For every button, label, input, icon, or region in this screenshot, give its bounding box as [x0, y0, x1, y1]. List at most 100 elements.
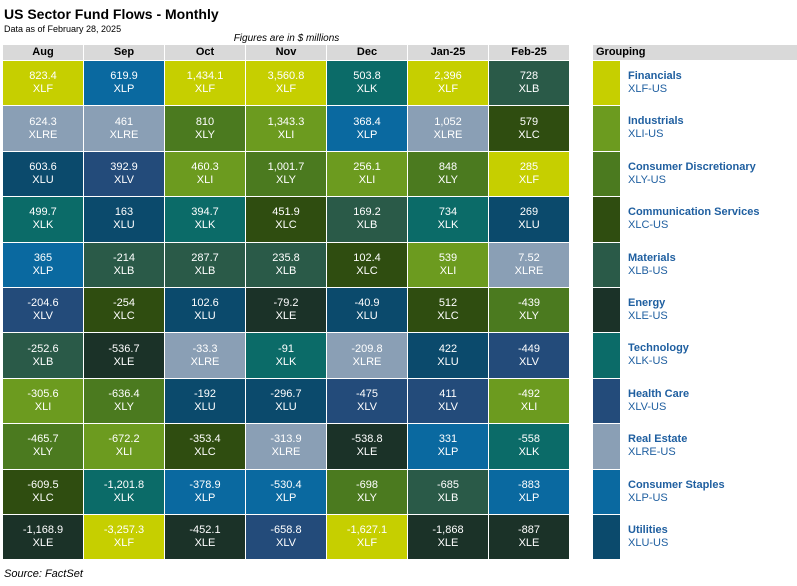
cell-value: -609.5 [27, 478, 59, 491]
cell-value: -658.8 [270, 524, 302, 537]
cell: -1,201.8 XLK [84, 469, 164, 514]
group-swatch [593, 197, 620, 242]
cell-value: -1,868 [432, 524, 464, 537]
group-ticker: XLF-US [628, 83, 668, 95]
cell: -91 XLK [246, 333, 326, 378]
cell: 365 XLP [3, 242, 83, 287]
cell-value: -296.7 [270, 387, 302, 400]
cell: -40.9 XLU [327, 288, 407, 333]
cell-ticker: XLV [357, 400, 377, 413]
cell-ticker: XLE [32, 537, 54, 550]
cell-value: 269 [519, 206, 539, 219]
cell-ticker: XLF [113, 537, 135, 550]
cell-ticker: XLP [437, 446, 459, 459]
group-swatch [593, 469, 620, 514]
cell-ticker: XLP [32, 264, 54, 277]
cell-ticker: XLY [519, 310, 539, 323]
cell: 7.52 XLRE [489, 242, 569, 287]
cell-ticker: XLB [113, 264, 135, 277]
cell-value: 102.6 [191, 297, 219, 310]
cell: 235.8 XLB [246, 242, 326, 287]
cell: 411 XLV [408, 378, 488, 424]
cell-value: -305.6 [27, 387, 59, 400]
cell-value: 422 [438, 342, 458, 355]
cell-value: 503.8 [353, 70, 381, 83]
cell-value: -530.4 [270, 478, 302, 491]
cell-ticker: XLU [113, 219, 135, 232]
cell: 163 XLU [84, 197, 164, 242]
group-name: Utilities [628, 524, 668, 536]
group-swatch [593, 515, 620, 560]
cell-value: -558 [517, 433, 541, 446]
group-swatch [593, 378, 620, 424]
cell-value: 365 [33, 251, 53, 264]
cell: -658.8 XLV [246, 515, 326, 560]
cell: 256.1 XLI [327, 151, 407, 197]
column-header: Nov [246, 45, 326, 60]
cell: -449 XLV [489, 333, 569, 378]
cell: 579 XLC [489, 106, 569, 151]
group-swatch [593, 424, 620, 469]
cell: 3,560.8 XLF [246, 61, 326, 106]
cell-value: 1,001.7 [267, 160, 305, 173]
cell-value: 499.7 [29, 206, 57, 219]
cell: -209.8 XLRE [327, 333, 407, 378]
cell-value: 287.7 [191, 251, 219, 264]
cell: 102.4 XLC [327, 242, 407, 287]
cell-ticker: XLE [113, 355, 135, 368]
cell-ticker: XLB [356, 219, 378, 232]
cell-value: -378.9 [189, 478, 221, 491]
cell: -465.7 XLY [3, 424, 83, 469]
cell: 460.3 XLI [165, 151, 245, 197]
cell: -685 XLB [408, 469, 488, 514]
group-name: Materials [628, 251, 676, 264]
cell-ticker: XLU [518, 219, 540, 232]
cell: -296.7 XLU [246, 378, 326, 424]
cell: 285 XLF [489, 151, 569, 197]
cell: -609.5 XLC [3, 469, 83, 514]
cell-value: 394.7 [191, 206, 219, 219]
cell: -492 XLI [489, 378, 569, 424]
cell-value: 539 [438, 251, 458, 264]
cell-value: 2,396 [434, 70, 462, 83]
cell-value: 728 [519, 70, 539, 83]
cell-ticker: XLRE [271, 446, 301, 459]
cell-value: 624.3 [29, 115, 57, 128]
cell-value: -254 [112, 297, 136, 310]
cell: -313.9 XLRE [246, 424, 326, 469]
cell-value: 7.52 [518, 251, 540, 264]
cell: -698 XLY [327, 469, 407, 514]
cell-ticker: XLY [195, 128, 215, 141]
cell: -3,257.3 XLF [84, 515, 164, 560]
group-ticker: XLV-US [628, 400, 667, 413]
cell-ticker: XLC [194, 446, 216, 459]
cell-value: 1,343.3 [267, 115, 305, 128]
cell-ticker: XLRE [28, 128, 58, 141]
cell-value: -449 [517, 342, 541, 355]
cell-ticker: XLP [275, 491, 297, 504]
cell-value: -204.6 [27, 297, 59, 310]
cell-value: -883 [517, 478, 541, 491]
cell: 269 XLU [489, 197, 569, 242]
cell-value: -33.3 [192, 342, 218, 355]
cell-value: -252.6 [27, 342, 59, 355]
group-swatch [593, 106, 620, 151]
units-note: Figures are in $ millions [233, 33, 340, 44]
cell: 512 XLC [408, 288, 488, 333]
cell: -538.8 XLE [327, 424, 407, 469]
cell-value: -214 [112, 251, 136, 264]
cell: -536.7 XLE [84, 333, 164, 378]
cell-ticker: XLP [356, 128, 378, 141]
cell: 810 XLY [165, 106, 245, 151]
cell: -1,168.9 XLE [3, 515, 83, 560]
cell-ticker: XLY [114, 400, 134, 413]
cell-value: 461 [114, 115, 134, 128]
cell-ticker: XLU [194, 310, 216, 323]
cell-value: -1,168.9 [22, 524, 64, 537]
cell-ticker: XLV [519, 355, 539, 368]
cell: 823.4 XLF [3, 61, 83, 106]
cell-ticker: XLP [518, 491, 540, 504]
cell: -636.4 XLY [84, 378, 164, 424]
cell-value: -536.7 [108, 342, 140, 355]
